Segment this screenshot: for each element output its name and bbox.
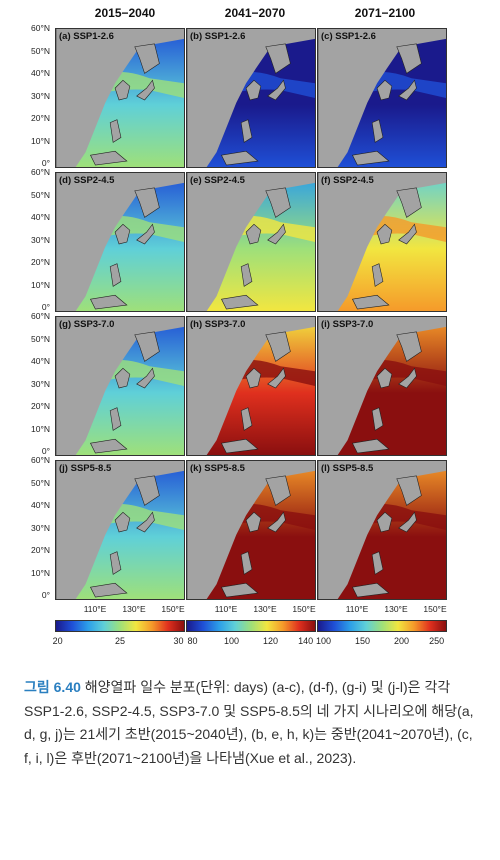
map-panel: (e) SSP2-4.5 [186,172,316,312]
latitude-label: 10°N [31,135,50,146]
latitude-label: 40°N [31,212,50,222]
colorbar-tick-label: 25 [114,636,125,646]
latitude-label: 30°N [31,90,50,101]
latitude-label: 20°N [31,401,50,411]
colorbar-tick-label: 20 [52,636,63,646]
latitude-label: 0° [41,158,50,168]
latitude-label: 60°N [31,23,50,33]
latitude-label: 10°N [31,279,50,290]
panel-label: (l) SSP5-8.5 [321,463,374,474]
panel-label: (c) SSP1-2.6 [321,31,376,42]
colorbar-tick-label: 200 [393,636,410,646]
latitude-label: 40°N [31,356,50,366]
colorbar-tick-label: 100 [223,636,240,646]
longitude-label: 110°E [214,604,238,614]
latitude-label: 60°N [31,311,50,321]
panel-label: (j) SSP5-8.5 [59,463,112,474]
latitude-label: 60°N [31,167,50,177]
colorbar-tick-label: 30 [173,636,184,646]
longitude-label: 110°E [83,604,107,614]
latitude-label: 50°N [31,477,50,488]
latitude-label: 30°N [31,378,50,389]
colorbar [317,620,447,632]
latitude-label: 20°N [31,545,50,555]
latitude-label: 40°N [31,500,50,510]
longitude-label: 110°E [345,604,369,614]
latitude-label: 30°N [31,522,50,533]
map-panel: (h) SSP3-7.0 [186,316,316,456]
map-panel: (k) SSP5-8.5 [186,460,316,600]
panel-label: (f) SSP2-4.5 [321,175,374,186]
colorbar-tick-label: 80 [187,636,198,646]
latitude-label: 0° [41,446,50,456]
panel-label: (a) SSP1-2.6 [59,31,114,42]
map-panel: (i) SSP3-7.0 [317,316,447,456]
longitude-label: 150°E [161,604,185,614]
column-title-3: 2071−2100 [354,6,416,20]
panel-label: (d) SSP2-4.5 [59,175,115,186]
map-panel: (l) SSP5-8.5 [317,460,447,600]
longitude-label: 130°E [384,604,408,614]
map-panel: (j) SSP5-8.5 [55,460,185,600]
heatwave-figure: 2015−2040 2041−2070 2071−2100 60°N 50°N 40… [31,6,447,646]
latitude-label: 0° [41,302,50,312]
column-title-1: 2015−2040 [94,6,156,20]
colorbar-tick-label: 150 [354,636,371,646]
colorbar-tick-label: 120 [262,636,279,646]
latitude-label: 0° [41,590,50,600]
latitude-label: 20°N [31,257,50,267]
colorbar [55,620,185,632]
longitude-label: 150°E [423,604,447,614]
panel-label: (e) SSP2-4.5 [190,175,245,186]
longitude-label: 130°E [122,604,146,614]
colorbar-tick-label: 250 [429,636,445,646]
map-panel: (b) SSP1-2.6 [186,28,316,168]
latitude-label: 20°N [31,113,50,123]
latitude-label: 10°N [31,423,50,434]
longitude-label: 130°E [253,604,277,614]
column-title-2: 2041−2070 [224,6,286,20]
latitude-label: 10°N [31,567,50,578]
caption-text: 해양열파 일수 분포(단위: days) (a-c), (d-f), (g-i)… [24,679,474,766]
map-panel: (f) SSP2-4.5 [317,172,447,312]
map-panel: (d) SSP2-4.5 [55,172,185,312]
map-panel: (a) SSP1-2.6 [55,28,185,168]
figure-caption: 그림 6.40 해양열파 일수 분포(단위: days) (a-c), (d-f… [24,676,474,770]
colorbar-tick-label: 100 [315,636,332,646]
latitude-label: 50°N [31,333,50,344]
panel-label: (k) SSP5-8.5 [190,463,245,474]
colorbar [186,620,316,632]
panel-label: (b) SSP1-2.6 [190,31,246,42]
longitude-label: 150°E [292,604,316,614]
latitude-label: 50°N [31,45,50,56]
map-panel: (c) SSP1-2.6 [317,28,447,168]
latitude-label: 50°N [31,189,50,200]
colorbar-tick-label: 140 [298,636,314,646]
latitude-label: 60°N [31,455,50,465]
panel-label: (h) SSP3-7.0 [190,319,246,330]
panel-label: (g) SSP3-7.0 [59,319,115,330]
latitude-label: 40°N [31,68,50,78]
caption-label: 그림 6.40 [24,679,81,695]
map-panel: (g) SSP3-7.0 [55,316,185,456]
panel-label: (i) SSP3-7.0 [321,319,374,330]
latitude-label: 30°N [31,234,50,245]
